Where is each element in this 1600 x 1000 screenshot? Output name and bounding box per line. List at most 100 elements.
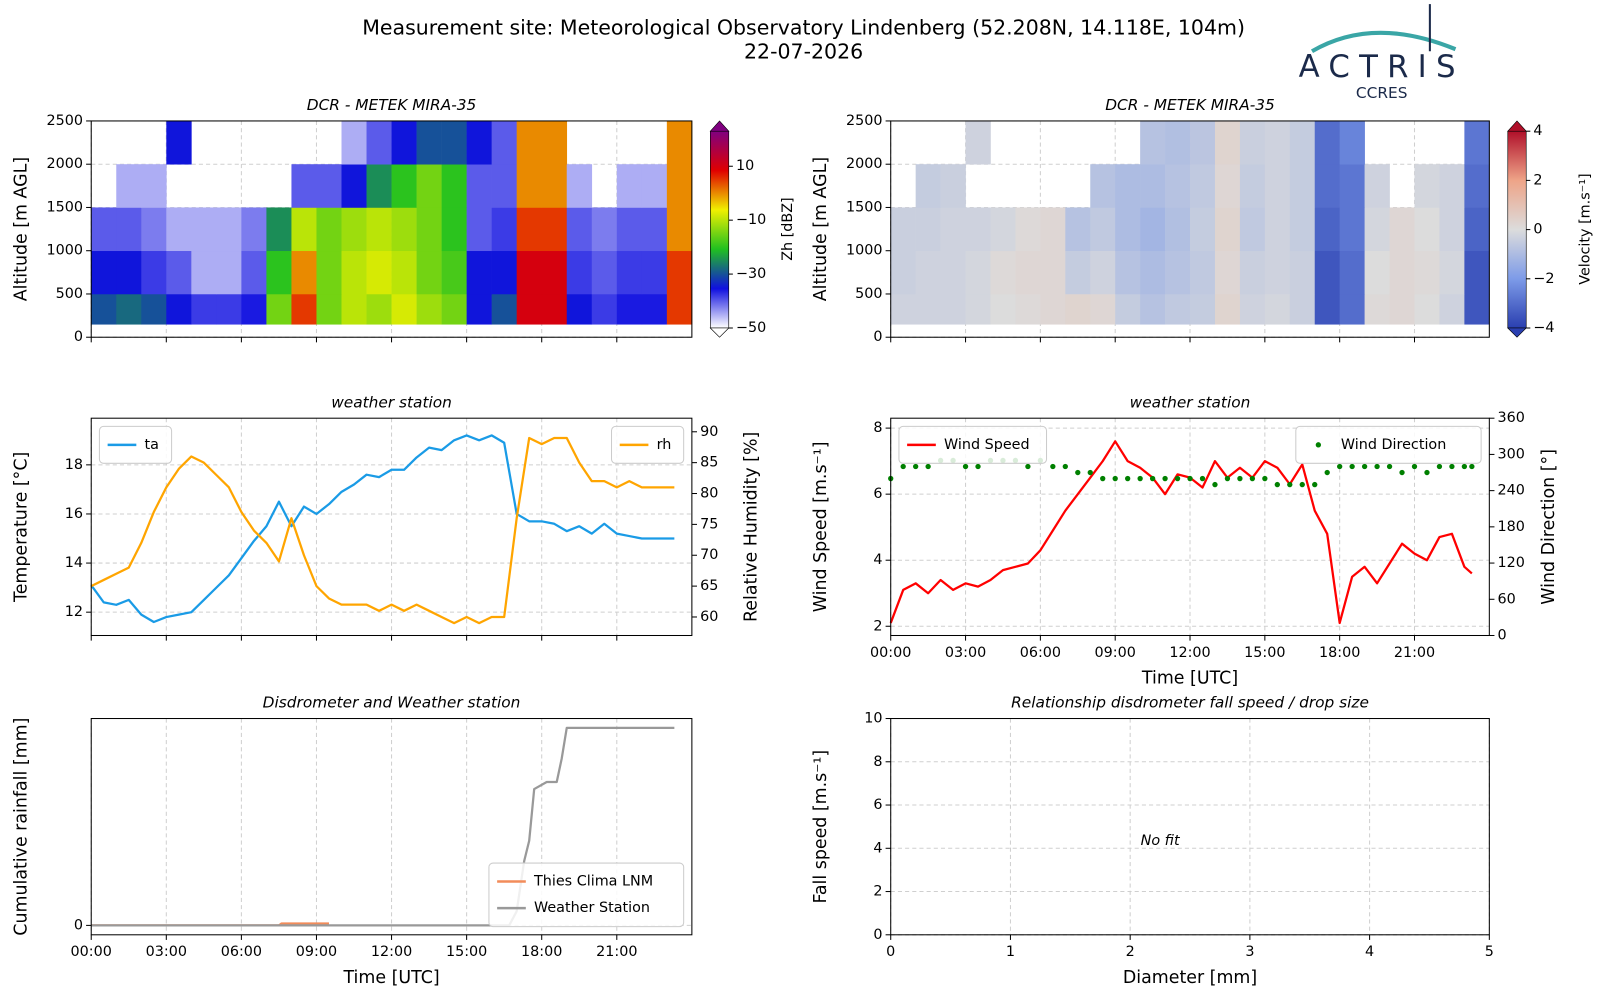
- colorbar-tick-label: 2: [1533, 172, 1542, 188]
- marker: [1374, 463, 1380, 470]
- heatmap-cell: [1464, 207, 1490, 252]
- marker: [1224, 475, 1231, 482]
- heatmap-cell: [141, 250, 167, 295]
- legend-label: Thies Clima LNM: [533, 874, 653, 890]
- heatmap-cell: [116, 164, 142, 208]
- legend: ta: [98, 425, 173, 464]
- heatmap-cell: [1264, 250, 1291, 295]
- line-series: [889, 440, 1473, 625]
- heatmap-cell: [1464, 120, 1490, 165]
- marker: [1449, 463, 1455, 470]
- y2-tick-label: 240: [1498, 483, 1525, 499]
- heatmap-cell: [341, 164, 367, 208]
- y2-tick-label: 0: [1498, 628, 1507, 644]
- heatmap-cell: [1040, 293, 1066, 325]
- heatmap-cell: [915, 207, 941, 252]
- plot-area: [91, 120, 693, 325]
- colorbar-tick-label: −10: [736, 212, 766, 228]
- y-tick-label: 4: [873, 840, 882, 856]
- heatmap-cell: [1190, 293, 1216, 325]
- marker: [1149, 475, 1156, 482]
- heatmap-cell: [965, 293, 991, 325]
- heatmap-cell: [1090, 293, 1116, 325]
- marker: [1062, 463, 1068, 470]
- x-tick-label: 18:00: [521, 944, 562, 960]
- heatmap-cell: [1115, 207, 1141, 252]
- marker: [1212, 481, 1218, 488]
- y-tick-label: 2000: [47, 156, 84, 172]
- heatmap-cell: [1165, 293, 1191, 325]
- heatmap-cell: [266, 293, 292, 325]
- x-tick-label: 12:00: [1169, 645, 1210, 661]
- x-tick-label: 00:00: [71, 944, 112, 960]
- heatmap-cell: [341, 120, 367, 165]
- marker: [1262, 475, 1268, 482]
- marker: [1100, 475, 1106, 482]
- heatmap-cell: [641, 207, 668, 252]
- y-tick-label: 1500: [846, 199, 883, 215]
- colorbar-tick-label: 4: [1533, 123, 1542, 139]
- logo-text: ACTRIS: [1299, 49, 1465, 85]
- heatmap-cell: [616, 164, 643, 208]
- heatmap-cell: [1065, 250, 1091, 295]
- heatmap-cell: [1165, 250, 1191, 295]
- heatmap-cell: [366, 120, 392, 165]
- heatmap-cell: [316, 207, 342, 252]
- marker: [1274, 481, 1280, 488]
- heatmap-cell: [416, 120, 442, 165]
- legend: Thies Clima LNM Weather Station: [488, 862, 685, 928]
- x-tick-label: 15:00: [446, 944, 487, 960]
- marker: [1324, 469, 1330, 476]
- panel-title: DCR - METEK MIRA-35: [1105, 96, 1275, 114]
- heatmap-cell: [1140, 164, 1166, 208]
- heatmap-cell: [516, 250, 543, 295]
- marker: [1187, 475, 1193, 482]
- y2-tick-label: 300: [1498, 446, 1525, 462]
- heatmap-cell: [940, 293, 966, 325]
- heatmap-cell: [241, 293, 267, 325]
- heatmap-cell: [666, 164, 693, 208]
- heatmap-cell: [1314, 293, 1340, 325]
- heatmap-cell: [391, 293, 417, 325]
- heatmap-cell: [366, 164, 392, 208]
- heatmap-cell: [1140, 293, 1166, 325]
- logo-arc: [1310, 30, 1457, 54]
- heatmap-cell: [616, 207, 643, 252]
- heatmap-cell: [1414, 250, 1440, 295]
- legend-label: Wind Direction: [1341, 437, 1446, 453]
- plot-area: [890, 120, 1490, 325]
- heatmap-cell: [366, 207, 392, 252]
- heatmap-cell: [1289, 164, 1316, 208]
- heatmap-cell: [516, 120, 543, 165]
- heatmap-cell: [1414, 293, 1440, 325]
- x-tick-label: 2: [1126, 944, 1135, 960]
- colorbar-extend-top: [709, 120, 730, 132]
- heatmap-cell: [915, 164, 941, 208]
- heatmap-cell: [1314, 207, 1340, 252]
- marker: [1287, 481, 1293, 488]
- heatmap-cell: [591, 250, 618, 295]
- y-tick-label: 1000: [846, 243, 883, 259]
- heatmap-cell: [341, 293, 367, 325]
- heatmap-cell: [441, 164, 467, 208]
- heatmap-cell: [641, 250, 668, 295]
- heatmap-cell: [1190, 164, 1216, 208]
- heatmap-cell: [890, 207, 916, 252]
- y-tick-label: 18: [65, 457, 83, 473]
- heatmap-cell: [1464, 293, 1490, 325]
- marker: [1174, 475, 1181, 482]
- heatmap-cell: [166, 207, 192, 252]
- heatmap-cell: [1464, 164, 1490, 208]
- heatmap-cell: [141, 207, 167, 252]
- heatmap-cell: [666, 250, 693, 295]
- heatmap-cell: [391, 120, 417, 165]
- heatmap-cell: [191, 293, 217, 325]
- heatmap-cell: [1239, 250, 1266, 295]
- heatmap-cell: [466, 293, 492, 325]
- heatmap-cell: [541, 207, 568, 252]
- y2-tick-label: 120: [1498, 555, 1525, 571]
- x-tick-label: 06:00: [221, 944, 262, 960]
- heatmap-cell: [216, 207, 242, 252]
- heatmap-cell: [1214, 293, 1241, 325]
- heatmap-cell: [1214, 250, 1241, 295]
